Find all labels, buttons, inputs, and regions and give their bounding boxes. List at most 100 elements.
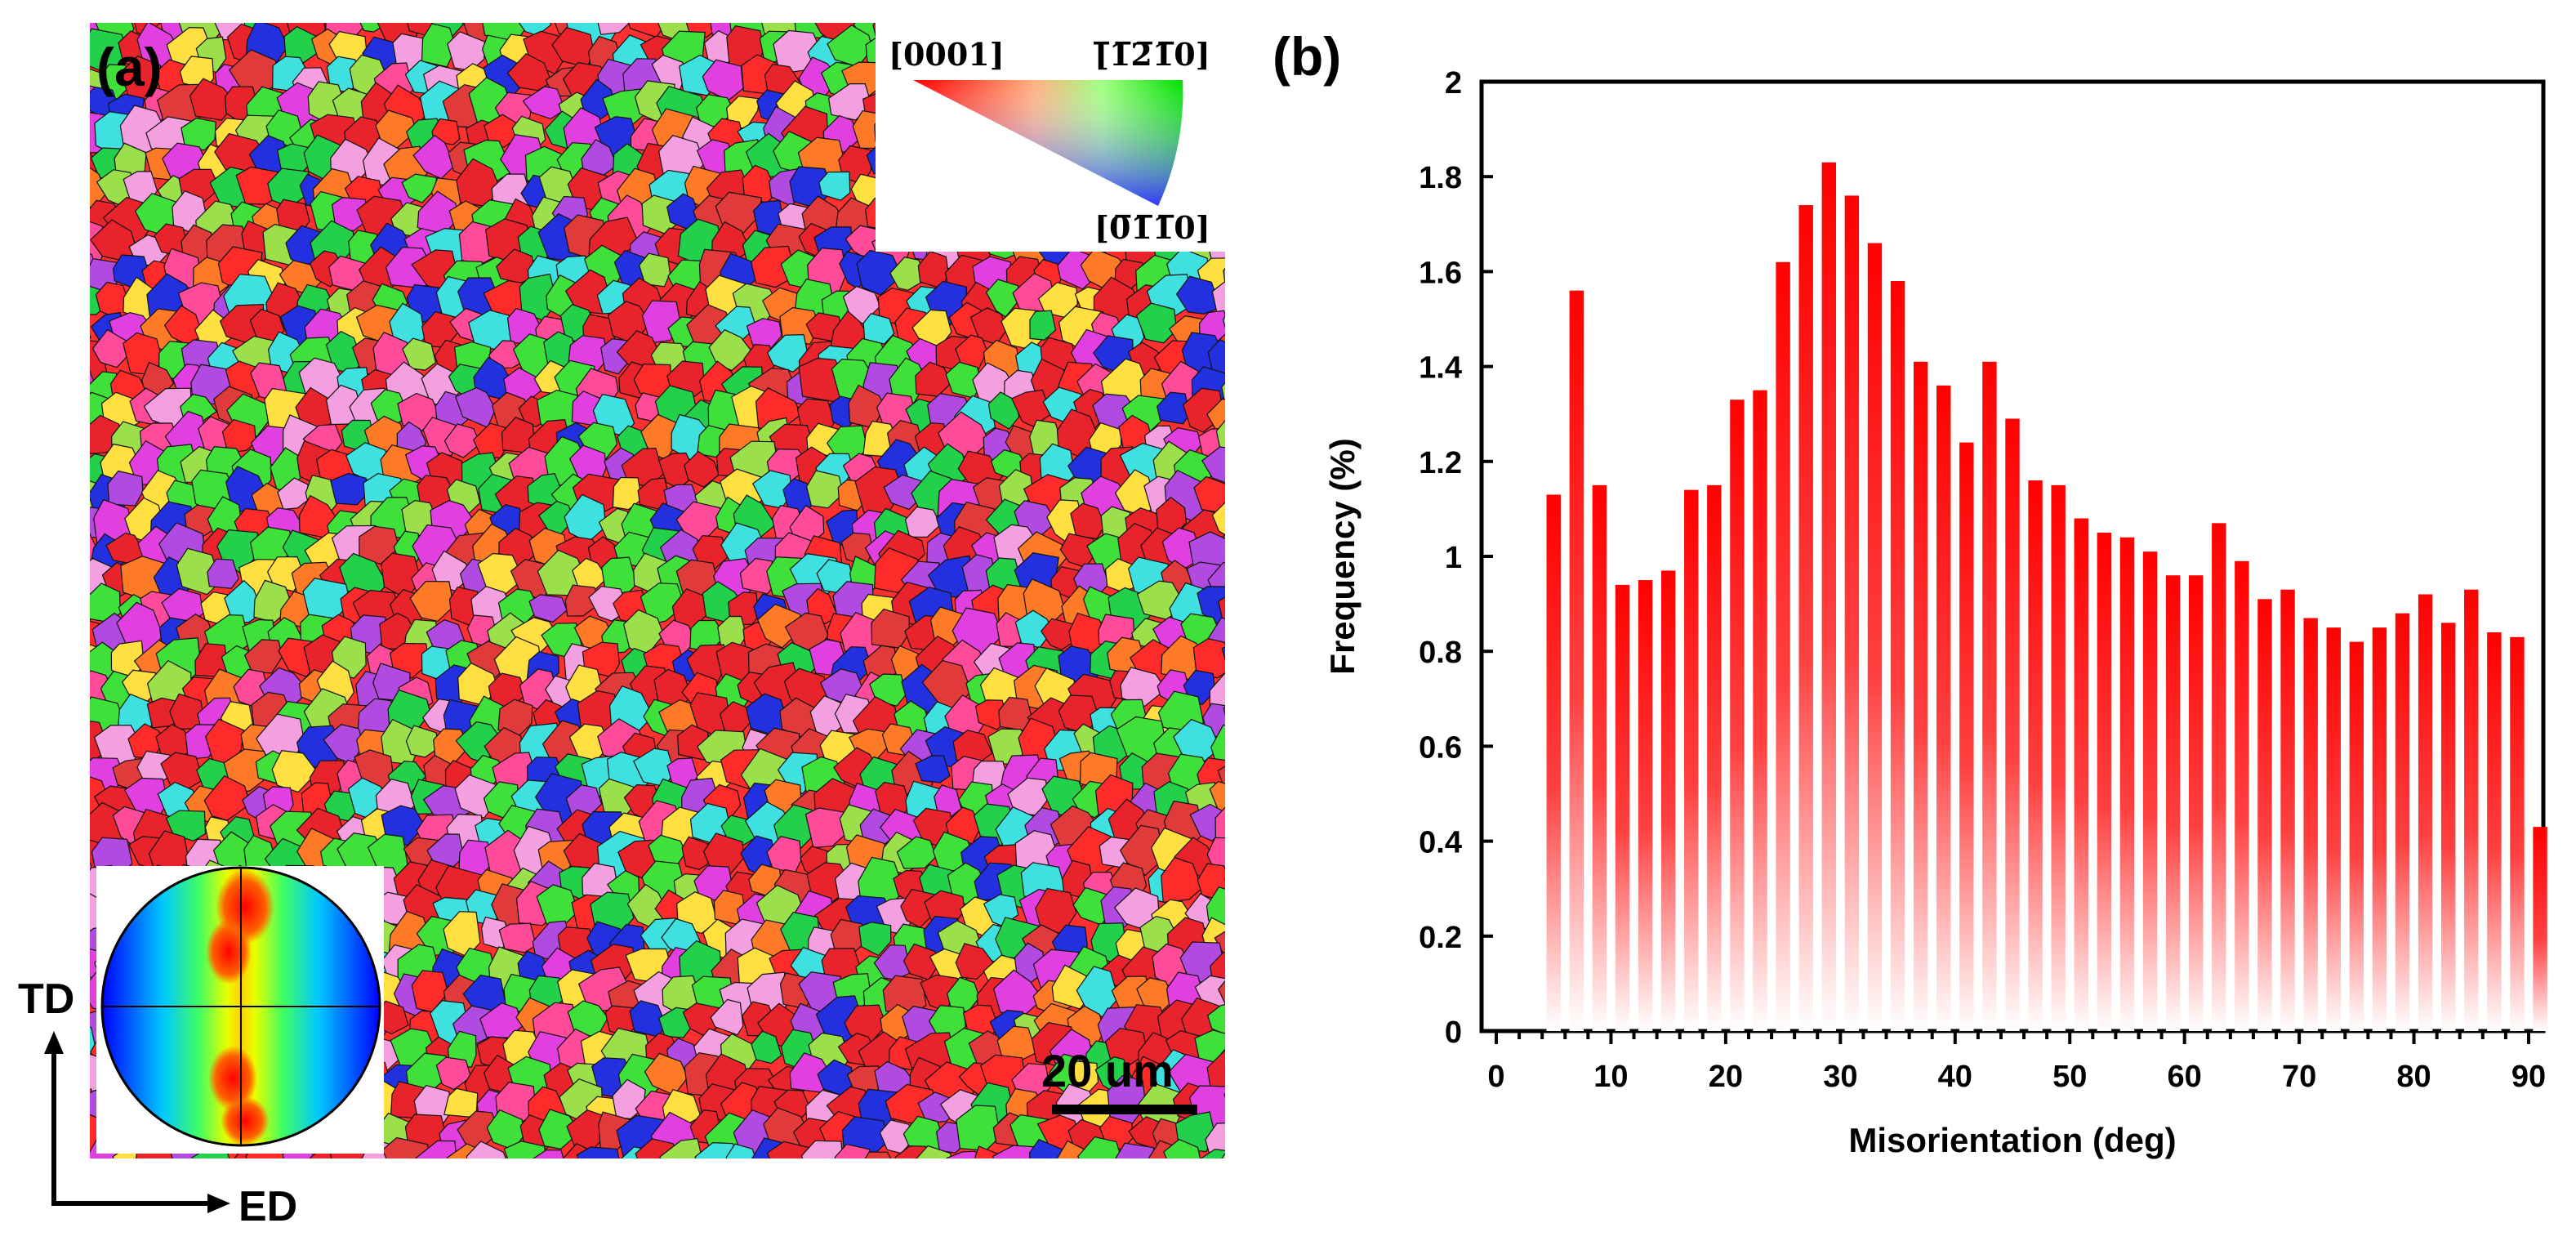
y-tick-label: 1 [1445,541,1462,575]
x-tick-label: 10 [1593,1060,1628,1094]
grain [1210,724,1225,764]
bar [2418,594,2433,1031]
grain [359,525,400,565]
grain [1076,1136,1122,1158]
x-axis: 0 10 20 30 40 50 60 70 80 90 [1487,1031,2546,1094]
pole-hotspot [221,1096,270,1145]
grain [915,755,951,783]
y-tick-label: 0 [1445,1016,1462,1050]
bar [2028,480,2043,1031]
bar [2533,827,2547,1031]
grain [1076,0,1119,17]
grain [45,60,79,97]
grain [946,1150,981,1158]
grain [720,0,765,14]
grain [576,1146,620,1158]
grain [42,834,78,868]
grain [1206,1049,1225,1096]
y-tick-label: 2 [1445,66,1462,100]
grain [1114,0,1148,7]
y-axis-label: Frequency (%) [1323,438,1362,674]
grain [251,0,284,9]
grain [805,470,845,509]
x-tick-label: 90 [2511,1060,2546,1094]
x-tick-label: 60 [2168,1060,2202,1094]
grain [1161,856,1203,903]
grain [640,583,685,626]
grain [435,1056,472,1091]
grain [751,1030,782,1065]
grain [381,1136,430,1158]
grain [1029,1139,1066,1158]
ed-label: ED [238,1183,297,1230]
grain [508,0,539,12]
grain [889,257,928,291]
bar [2372,627,2387,1031]
grain [1227,530,1258,567]
grain [579,0,617,13]
grain [522,86,566,120]
panel-label-b: (b) [1272,26,1341,87]
grain [287,0,320,7]
grain [800,0,840,16]
grain [1211,502,1225,536]
grain [189,78,237,121]
grain [47,114,77,147]
bar [1684,489,1699,1031]
grain [708,328,754,372]
grain [107,470,144,507]
grain [1215,0,1259,16]
grain [468,0,512,18]
grain [827,83,872,121]
bar [1546,494,1561,1031]
grain [564,584,602,617]
bar [2440,623,2456,1031]
grain [90,910,92,917]
bar [2119,537,2135,1031]
grain [612,476,643,511]
grain [90,333,91,339]
grain [858,922,892,957]
grain [533,1149,564,1158]
grain [1120,667,1167,708]
bar [1638,580,1653,1031]
grain [1030,0,1063,10]
bar [2235,560,2249,1031]
bar-series [1546,162,2547,1032]
bar [1982,361,1997,1031]
grain [443,0,483,7]
grain [834,1143,873,1158]
grain [1011,389,1052,427]
grain [631,0,678,13]
grain [942,0,983,20]
grain [243,639,283,674]
bar [1707,484,1722,1031]
x-tick-label: 30 [1823,1060,1857,1094]
grain [1217,980,1225,1005]
grain [916,0,960,12]
grain [1224,877,1225,881]
grain [1220,1048,1225,1060]
grain [1190,0,1232,20]
ipf-key-label-01m10: [0̅1̅1̅0] [1094,209,1210,246]
bar [2280,589,2295,1031]
grain [390,23,394,24]
y-tick-label: 0.6 [1419,730,1462,765]
grain [42,609,85,650]
bar [1660,570,1676,1031]
grain [50,286,85,320]
bar [2395,613,2410,1031]
bar [2051,484,2066,1031]
grain [1221,646,1225,661]
grain [666,0,706,8]
grain [466,1141,506,1158]
grain [40,508,78,547]
grain [43,387,83,433]
panel-a: [0001] [̅1̅2̅1̅0] [0̅1̅1̅0] 20 um (a) [0,0,1258,1241]
y-tick-label: 1.8 [1419,161,1462,195]
grain [271,750,319,793]
bar [2097,532,2112,1031]
grain [202,0,233,9]
grain [1211,280,1225,316]
grain [137,0,180,15]
